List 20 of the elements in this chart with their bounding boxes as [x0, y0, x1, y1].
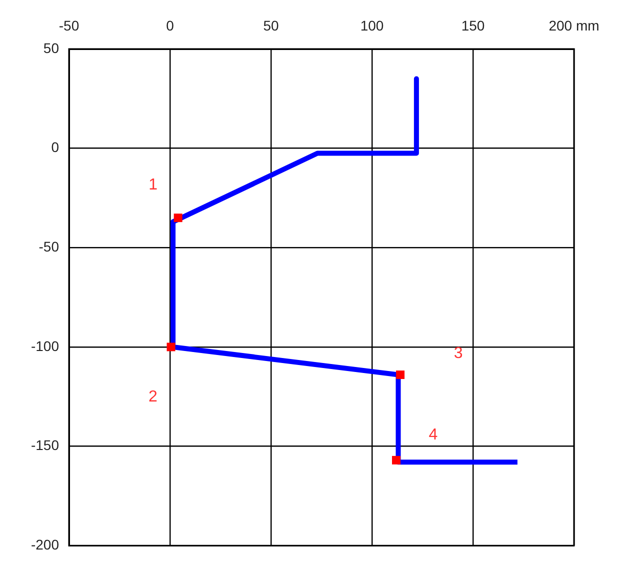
- annotation: 4: [428, 426, 438, 444]
- y-tick-label: 50: [43, 40, 60, 56]
- point: [392, 456, 400, 464]
- y-tick-label: -150: [30, 437, 60, 454]
- x-tick-label: -50: [58, 17, 80, 34]
- y-tick-label: -100: [30, 338, 60, 354]
- x-tick-label: 200 mm: [548, 17, 600, 34]
- annotation: 1: [148, 176, 158, 194]
- annotation: 3: [454, 345, 463, 362]
- annotation: 2: [148, 388, 158, 406]
- point: [166, 342, 176, 352]
- y-tick-label: 0: [51, 139, 60, 156]
- point: [174, 214, 182, 222]
- y-tick-label: -50: [38, 238, 60, 254]
- y-tick-label: -200: [30, 536, 60, 552]
- x-tick-label: 150: [461, 17, 485, 34]
- point: [396, 370, 405, 380]
- x-tick-label: 0: [166, 17, 174, 34]
- x-tick-label: 100: [360, 17, 384, 34]
- x-tick-label: 50: [263, 17, 279, 34]
